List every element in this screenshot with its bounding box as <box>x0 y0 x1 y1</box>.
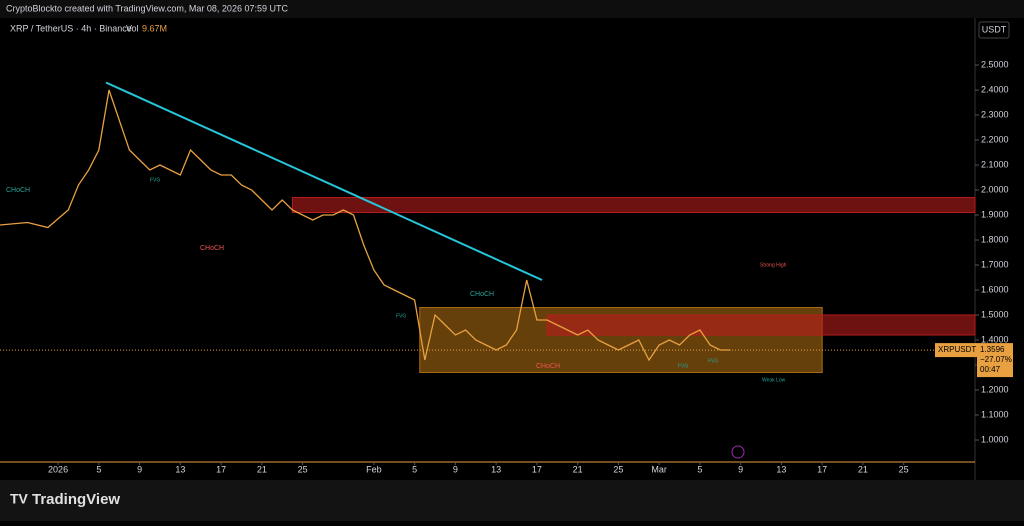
y-tick-label: 2.4000 <box>981 84 1009 94</box>
y-tick-label: 1.2000 <box>981 384 1009 394</box>
y-tick-label: 2.3000 <box>981 109 1009 119</box>
y-tick-label: 1.4000 <box>981 334 1009 344</box>
x-tick-label: 2026 <box>48 464 68 474</box>
x-tick-label: 17 <box>532 464 542 474</box>
x-tick-label: 9 <box>137 464 142 474</box>
y-tick-label: 2.2000 <box>981 134 1009 144</box>
x-tick-label: 21 <box>858 464 868 474</box>
annotation: CHoCH <box>6 187 30 194</box>
x-tick-label: 5 <box>412 464 417 474</box>
y-tick-label: 1.6000 <box>981 284 1009 294</box>
price-line <box>0 89 731 362</box>
y-tick-label: 2.5000 <box>981 59 1009 69</box>
x-tick-label: 9 <box>738 464 743 474</box>
x-tick-label: 13 <box>491 464 501 474</box>
badge-symbol-bg <box>935 343 977 358</box>
annotation: CHoCH <box>536 363 560 370</box>
x-tick-label: 25 <box>298 464 308 474</box>
y-tick-label: 1.1000 <box>981 409 1009 419</box>
badge-price: 1.3596 <box>980 345 1005 354</box>
zone <box>291 197 976 213</box>
x-tick-label: 25 <box>613 464 623 474</box>
x-tick-label: Mar <box>651 464 667 474</box>
volume-value: 9.67M <box>142 23 167 33</box>
annotation: CHoCH <box>470 291 494 298</box>
x-tick-label: 17 <box>817 464 827 474</box>
y-tick-label: 1.5000 <box>981 309 1009 319</box>
symbol-title: XRP / TetherUS · 4h · Binance <box>10 23 132 33</box>
annotation: FVG <box>396 313 406 319</box>
x-tick-label: 21 <box>257 464 267 474</box>
badge-countdown: 00:47 <box>980 365 1001 374</box>
badge-symbol: XRPUSDT <box>938 345 976 354</box>
y-tick-label: 1.8000 <box>981 234 1009 244</box>
y-tick-label: 1.7000 <box>981 259 1009 269</box>
y-tick-label: 1.0000 <box>981 434 1009 444</box>
x-tick-label: 5 <box>697 464 702 474</box>
x-tick-label: 17 <box>216 464 226 474</box>
footer-bar <box>0 480 1024 521</box>
x-tick-label: 21 <box>573 464 583 474</box>
badge-price-bg <box>977 343 1013 378</box>
y-tick-label: 1.9000 <box>981 209 1009 219</box>
y-tick-label: 2.0000 <box>981 184 1009 194</box>
annotation: FVG <box>708 358 718 364</box>
volume-label: Vol <box>126 23 139 33</box>
x-tick-label: Feb <box>366 464 382 474</box>
brand-logo: TV <box>10 491 29 507</box>
annotation: Strong High <box>760 262 787 268</box>
unit-box <box>978 21 1010 39</box>
axis-unit: USDT <box>982 24 1007 34</box>
zone <box>546 314 976 336</box>
trendline <box>105 81 543 281</box>
alert-icon[interactable] <box>731 445 745 459</box>
header-bar <box>0 0 1024 18</box>
credit: CryptoBlockto created with TradingView.c… <box>6 3 288 13</box>
x-tick-label: 9 <box>453 464 458 474</box>
annotation: FVG <box>150 177 160 183</box>
x-tick-label: 13 <box>175 464 185 474</box>
annotation: CHoCH <box>200 245 224 252</box>
badge-change: −27.07% <box>980 355 1012 364</box>
brand: TradingView <box>32 491 120 508</box>
x-tick-label: 25 <box>899 464 909 474</box>
x-tick-label: 5 <box>96 464 101 474</box>
y-tick-label: 2.1000 <box>981 159 1009 169</box>
annotation: FVG <box>678 363 688 369</box>
annotation: Weak Low <box>762 377 786 383</box>
x-tick-label: 13 <box>776 464 786 474</box>
